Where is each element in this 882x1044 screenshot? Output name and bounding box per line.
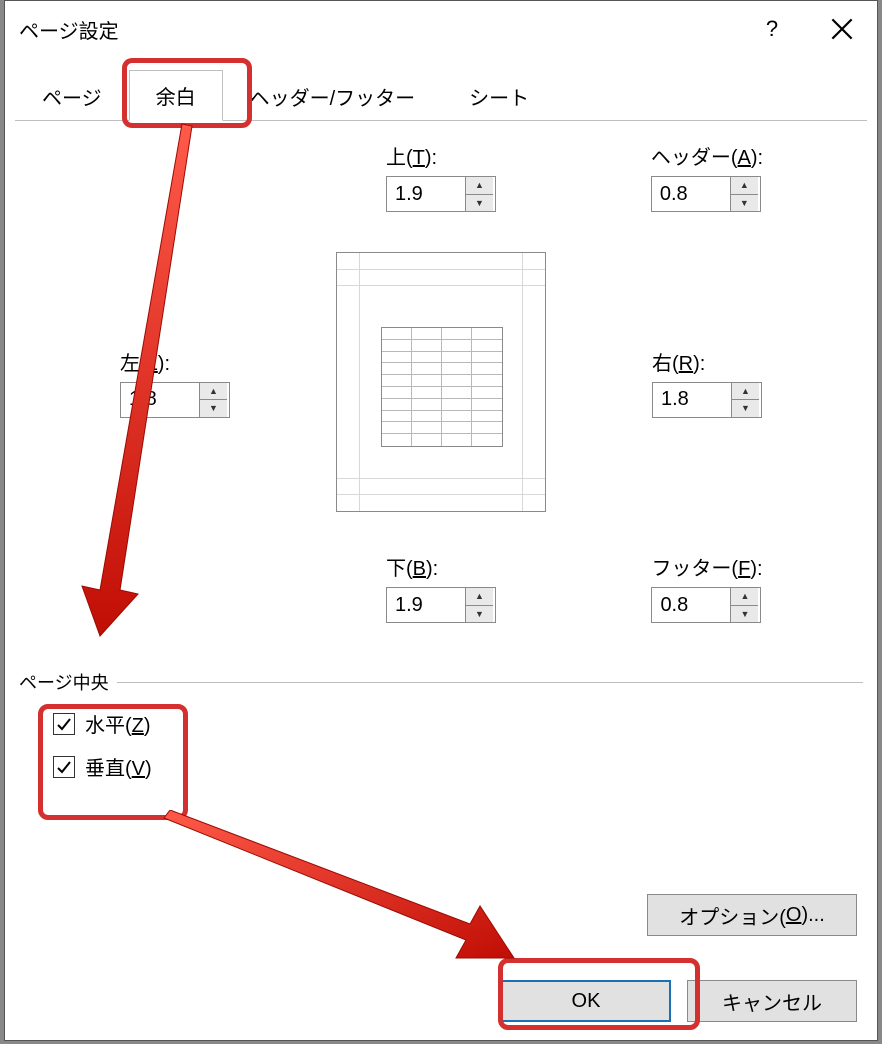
vertical-center-checkbox[interactable]: 垂直(V) [53, 752, 152, 781]
spinner-up-icon[interactable]: ▲ [466, 177, 493, 195]
tab-margins[interactable]: 余白 [129, 70, 223, 121]
page-preview [336, 252, 546, 512]
left-margin-spinner[interactable]: ▲▼ [120, 382, 230, 418]
center-checkboxes: 水平(Z) 垂直(V) [53, 709, 152, 795]
check-icon [56, 759, 72, 775]
footer-margin-input[interactable] [652, 588, 730, 622]
bottom-margin-spinner[interactable]: ▲▼ [386, 587, 496, 623]
header-margin-field: ヘッダー(A): ▲▼ [651, 141, 763, 212]
tab-sheet[interactable]: シート [442, 71, 556, 121]
bottom-margin-input[interactable] [387, 588, 465, 622]
titlebar: ページ設定 ? [5, 1, 877, 57]
header-margin-input[interactable] [652, 177, 730, 211]
bottom-margin-field: 下(B): ▲▼ [386, 552, 496, 623]
tab-content: 上(T): ▲▼ ヘッダー(A): ▲▼ 左(L): [5, 121, 877, 951]
spinner-down-icon[interactable]: ▼ [731, 606, 758, 623]
right-margin-spinner[interactable]: ▲▼ [652, 382, 762, 418]
margin-grid: 上(T): ▲▼ ヘッダー(A): ▲▼ 左(L): [19, 141, 863, 623]
spinner-up-icon[interactable]: ▲ [732, 383, 759, 401]
spinner-up-icon[interactable]: ▲ [731, 588, 758, 606]
spinner-down-icon[interactable]: ▼ [466, 195, 493, 212]
right-margin-input[interactable] [653, 383, 731, 417]
page-setup-dialog: ページ設定 ? ページ 余白 ヘッダー/フッター シート 上(T): ▲▼ [4, 0, 878, 1041]
left-margin-input[interactable] [121, 383, 199, 417]
spinner-up-icon[interactable]: ▲ [200, 383, 227, 401]
footer-margin-field: フッター(F): ▲▼ [651, 552, 762, 623]
left-margin-field: 左(L): ▲▼ [120, 347, 230, 418]
tab-page[interactable]: ページ [15, 71, 129, 121]
top-margin-input[interactable] [387, 177, 465, 211]
center-section-header: ページ中央 [19, 669, 863, 695]
footer-margin-spinner[interactable]: ▲▼ [651, 587, 761, 623]
window-title: ページ設定 [19, 15, 737, 44]
tab-header-footer[interactable]: ヘッダー/フッター [223, 71, 443, 121]
help-button[interactable]: ? [737, 1, 807, 57]
spinner-down-icon[interactable]: ▼ [731, 195, 758, 212]
top-margin-spinner[interactable]: ▲▼ [386, 176, 496, 212]
ok-button[interactable]: OK [501, 980, 671, 1022]
close-icon [831, 18, 853, 40]
spinner-down-icon[interactable]: ▼ [466, 606, 493, 623]
spinner-down-icon[interactable]: ▼ [732, 400, 759, 417]
spinner-down-icon[interactable]: ▼ [200, 400, 227, 417]
header-margin-spinner[interactable]: ▲▼ [651, 176, 761, 212]
spinner-up-icon[interactable]: ▲ [731, 177, 758, 195]
close-button[interactable] [807, 1, 877, 57]
check-icon [56, 716, 72, 732]
horizontal-center-checkbox[interactable]: 水平(Z) [53, 709, 152, 738]
options-button[interactable]: オプション(O)... [647, 894, 857, 936]
spinner-up-icon[interactable]: ▲ [466, 588, 493, 606]
top-margin-field: 上(T): ▲▼ [386, 141, 496, 212]
preview-grid-icon [381, 327, 503, 447]
right-margin-field: 右(R): ▲▼ [652, 347, 762, 418]
center-section-title: ページ中央 [19, 669, 109, 695]
tabstrip: ページ 余白 ヘッダー/フッター シート [15, 69, 867, 121]
cancel-button[interactable]: キャンセル [687, 980, 857, 1022]
